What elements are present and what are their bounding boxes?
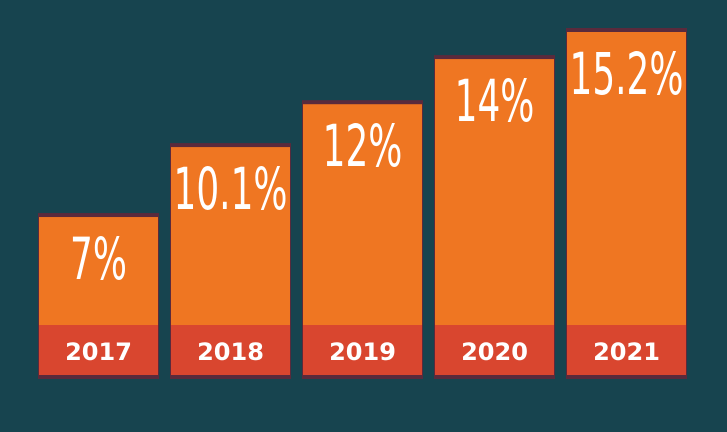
- bars-group: 7% 2017 10.1% 2018 12% 2019 14% 2020 15.2% 2021: [38, 28, 687, 380]
- value-label: 14%: [455, 69, 535, 135]
- category-label: 2021: [593, 338, 660, 366]
- category-label: 2019: [329, 338, 396, 366]
- bar-base: [39, 325, 158, 375]
- bar: [567, 32, 686, 375]
- category-label: 2020: [461, 338, 528, 366]
- bar-base: [171, 325, 290, 375]
- value-label: 7%: [70, 227, 127, 293]
- bar-base: [435, 325, 554, 375]
- bar-base: [567, 325, 686, 375]
- category-label: 2017: [65, 338, 132, 366]
- bar-base: [303, 325, 422, 375]
- value-label: 12%: [323, 115, 403, 181]
- bar: [435, 59, 554, 375]
- value-label: 15.2%: [570, 42, 684, 108]
- value-label: 10.1%: [174, 157, 288, 223]
- category-label: 2018: [197, 338, 264, 366]
